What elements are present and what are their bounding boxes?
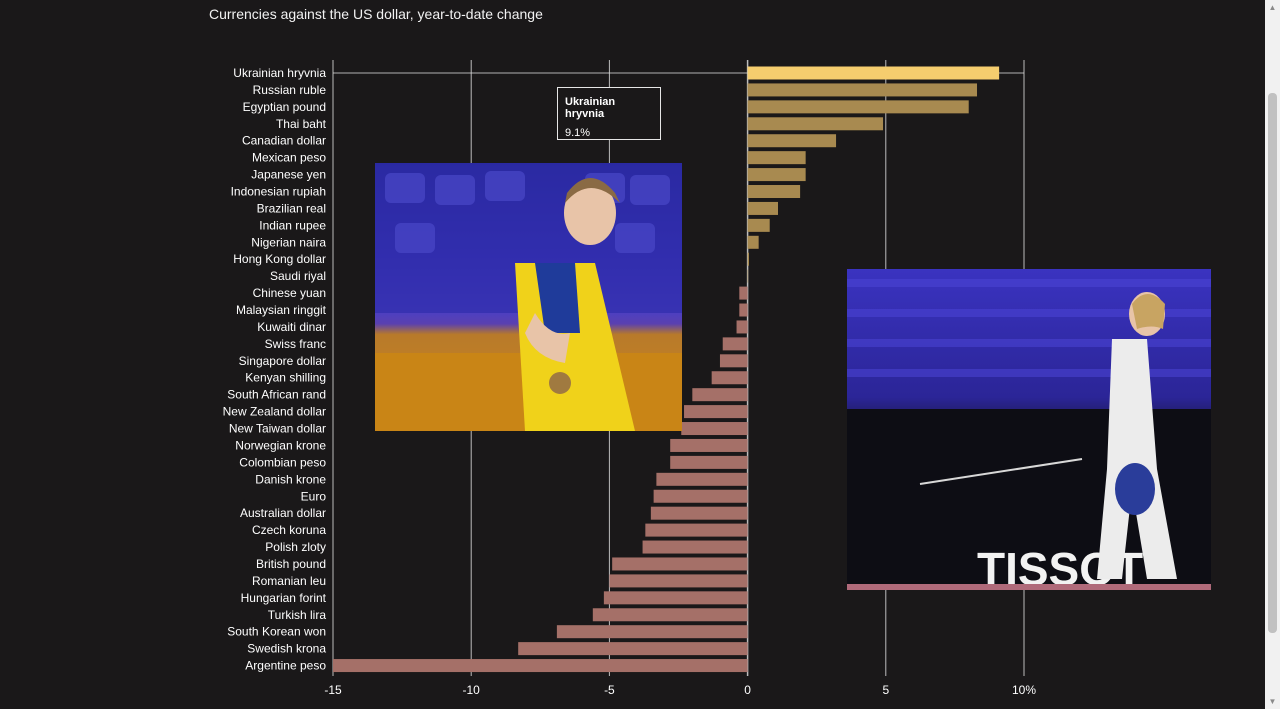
category-label: Malaysian ringgit — [236, 303, 327, 317]
scrollbar-thumb[interactable] — [1268, 93, 1277, 633]
bar — [670, 438, 748, 452]
bar — [747, 134, 837, 148]
category-label: British pound — [256, 557, 326, 571]
category-label: Hungarian forint — [241, 591, 327, 605]
category-label: Norwegian krone — [235, 438, 326, 452]
category-label: Russian ruble — [253, 83, 327, 97]
bar — [739, 303, 748, 317]
tooltip-value: 9.1% — [565, 127, 591, 139]
category-label: Brazilian real — [257, 201, 326, 215]
category-label: Egyptian pound — [243, 100, 326, 114]
bar — [747, 117, 884, 131]
category-label: New Zealand dollar — [223, 405, 326, 419]
category-label: Czech koruna — [252, 523, 326, 537]
category-label: Kenyan shilling — [245, 371, 326, 385]
category-label: Kuwaiti dinar — [257, 320, 326, 334]
x-tick-label: -15 — [324, 683, 342, 697]
bar — [333, 659, 748, 673]
category-label: Hong Kong dollar — [233, 252, 326, 266]
bar — [656, 472, 748, 486]
bar — [653, 489, 748, 503]
bar — [650, 506, 748, 520]
bar — [612, 557, 748, 571]
bar — [747, 218, 770, 232]
bar — [747, 235, 759, 249]
bar — [719, 354, 748, 368]
category-label: Euro — [301, 489, 327, 503]
category-label: Australian dollar — [240, 506, 326, 520]
category-label: Argentine peso — [245, 659, 326, 673]
bar — [518, 642, 748, 656]
bar — [609, 574, 748, 588]
category-label: Ukrainian hryvnia — [233, 66, 326, 80]
category-label: New Taiwan dollar — [229, 422, 326, 436]
scroll-up-arrow-icon[interactable]: ▲ — [1268, 3, 1277, 12]
category-label: Polish zloty — [265, 540, 326, 554]
bar — [747, 168, 806, 182]
bar — [747, 269, 749, 283]
fencer-with-medal-photo — [375, 163, 682, 431]
bar — [592, 608, 748, 622]
category-label: Canadian dollar — [242, 134, 326, 148]
bar — [603, 591, 748, 605]
category-label: Chinese yuan — [253, 286, 326, 300]
bar — [747, 151, 806, 165]
bar — [747, 185, 801, 199]
category-label: Swedish krona — [247, 642, 326, 656]
x-tick-label: -10 — [463, 683, 481, 697]
bar — [747, 83, 978, 97]
category-label: Indian rupee — [259, 218, 326, 232]
vertical-scrollbar[interactable]: ▲ ▼ — [1265, 0, 1280, 709]
category-label: Indonesian rupiah — [231, 185, 326, 199]
bar — [722, 337, 748, 351]
x-tick-label: 5 — [882, 683, 889, 697]
category-label: Thai baht — [276, 117, 327, 131]
category-label: Nigerian naira — [251, 235, 326, 249]
bar — [711, 371, 748, 385]
x-tick-label: 0 — [744, 683, 751, 697]
bar — [747, 201, 779, 215]
category-label: Danish krone — [255, 472, 326, 486]
tooltip-currency-name: Ukrainian hryvnia — [565, 96, 616, 120]
scroll-down-arrow-icon[interactable]: ▼ — [1268, 697, 1277, 706]
category-label: Turkish lira — [268, 608, 327, 622]
chart-title: Currencies against the US dollar, year-t… — [209, 6, 543, 22]
category-label: Singapore dollar — [239, 354, 326, 368]
chart-tooltip: Ukrainian hryvnia 9.1% — [557, 87, 661, 140]
bar — [747, 66, 1000, 80]
bar — [556, 625, 748, 639]
bar — [747, 252, 749, 266]
bar — [739, 286, 748, 300]
bar — [736, 320, 748, 334]
category-label: Japanese yen — [251, 168, 326, 182]
category-label: Mexican peso — [252, 151, 326, 165]
bar — [670, 455, 748, 469]
bar — [645, 523, 748, 537]
bar — [684, 405, 748, 419]
x-tick-label: 10% — [1012, 683, 1036, 697]
category-label: Colombian peso — [239, 455, 326, 469]
x-tick-label: -5 — [604, 683, 615, 697]
category-label: Swiss franc — [265, 337, 326, 351]
bar — [642, 540, 748, 554]
category-label: South African rand — [227, 388, 326, 402]
bar — [692, 388, 748, 402]
category-label: Romanian leu — [252, 574, 326, 588]
category-label: South Korean won — [227, 625, 326, 639]
bar — [747, 100, 969, 114]
bar — [681, 422, 748, 436]
fencer-celebrating-photo: TISSOT — [847, 269, 1211, 590]
category-label: Saudi riyal — [270, 269, 326, 283]
